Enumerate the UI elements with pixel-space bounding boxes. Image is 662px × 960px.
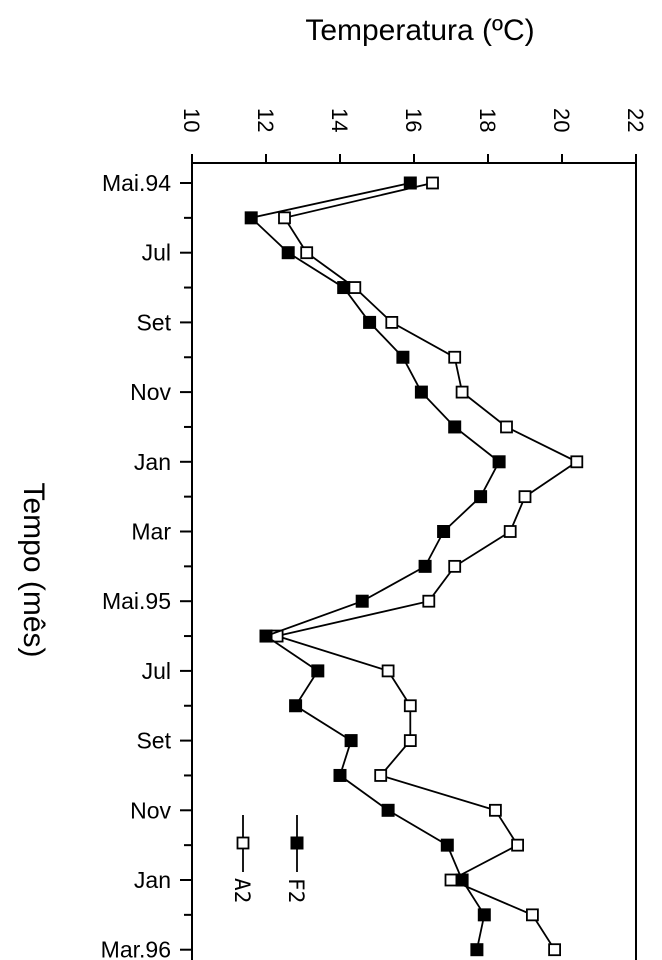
time-tick-label: Jul (142, 658, 171, 684)
data-point-f2 (311, 664, 325, 678)
data-point-f2 (396, 350, 410, 364)
data-point-a2 (518, 490, 532, 504)
time-tick-label: Nov (130, 797, 171, 823)
data-point-a2 (426, 176, 439, 190)
legend-label: A2 (230, 878, 254, 903)
data-point-a2 (570, 455, 584, 469)
data-point-f2 (448, 420, 462, 434)
value-tick-label: 18 (475, 108, 500, 132)
data-point-a2 (500, 420, 513, 434)
data-point-f2 (289, 699, 303, 713)
series-line-f2 (249, 182, 501, 950)
time-tick-label: Jul (142, 240, 171, 266)
data-point-a2 (381, 664, 395, 678)
time-tick-label: Jan (134, 867, 171, 893)
data-point-f2 (455, 873, 469, 887)
time-tick-label: Mai.95 (102, 588, 171, 614)
data-point-f2 (474, 490, 488, 504)
data-point-f2 (418, 559, 432, 573)
legend-item-a2: A2 (230, 815, 254, 903)
value-axis-title: Temperatura (ºC) (305, 14, 534, 47)
series-layer (244, 176, 584, 957)
value-tick-label: 14 (327, 108, 352, 132)
data-point-a2 (385, 315, 399, 329)
data-point-a2 (374, 769, 388, 782)
value-tick-label: 10 (179, 108, 204, 132)
time-axis-title: Tempo (mês) (17, 482, 50, 657)
data-point-a2 (403, 734, 417, 747)
legend-item-f2: F2 (284, 815, 308, 903)
data-point-a2 (278, 211, 291, 225)
data-point-a2 (422, 594, 436, 608)
series-a2 (270, 176, 584, 957)
data-point-f2 (440, 838, 454, 852)
data-point-f2 (244, 211, 258, 225)
legend: A2 F2 (230, 815, 308, 903)
data-point-f2 (492, 455, 506, 469)
time-tick-label: Mar.96 (101, 937, 171, 960)
value-tick-label: 12 (253, 108, 278, 132)
time-tick-label: Mai.94 (102, 170, 171, 196)
data-point-f2 (363, 315, 377, 329)
data-point-a2 (448, 350, 462, 364)
data-point-a2 (548, 943, 561, 957)
data-point-f2 (477, 908, 491, 922)
series-f2 (244, 176, 506, 957)
time-tick-label: Set (136, 728, 171, 754)
data-point-f2 (337, 281, 351, 295)
time-tick-label: Nov (130, 379, 171, 405)
value-tick-label: 20 (549, 108, 574, 132)
data-point-a2 (488, 803, 502, 817)
data-point-a2 (511, 838, 524, 852)
time-tick-label: Jan (134, 449, 171, 475)
data-point-f2 (470, 943, 484, 957)
time-tick-label: Set (136, 309, 171, 335)
data-point-f2 (281, 246, 295, 260)
data-point-a2 (348, 281, 362, 294)
data-point-a2 (300, 246, 314, 260)
legend-label: F2 (284, 878, 308, 903)
data-point-f2 (437, 525, 451, 538)
data-point-f2 (403, 176, 417, 190)
data-point-a2 (448, 559, 462, 573)
value-tick-label: 16 (401, 108, 426, 132)
data-point-a2 (503, 525, 517, 538)
legend-marker (236, 836, 250, 850)
legend-marker (290, 836, 304, 850)
data-point-a2 (403, 699, 417, 713)
data-point-f2 (333, 768, 347, 782)
data-point-f2 (355, 594, 369, 608)
data-point-f2 (259, 629, 273, 643)
data-point-f2 (381, 803, 395, 817)
data-point-f2 (344, 734, 358, 748)
data-point-a2 (526, 908, 539, 922)
data-point-a2 (444, 873, 458, 887)
time-tick-label: Mar (131, 519, 171, 545)
data-point-f2 (414, 385, 428, 399)
data-point-a2 (455, 385, 469, 399)
axes: 10 12 14 16 18 20 22 Mai.94 Jul Set Nov Jan Mar Mai.9… (101, 108, 648, 960)
value-tick-label: 22 (623, 108, 648, 132)
